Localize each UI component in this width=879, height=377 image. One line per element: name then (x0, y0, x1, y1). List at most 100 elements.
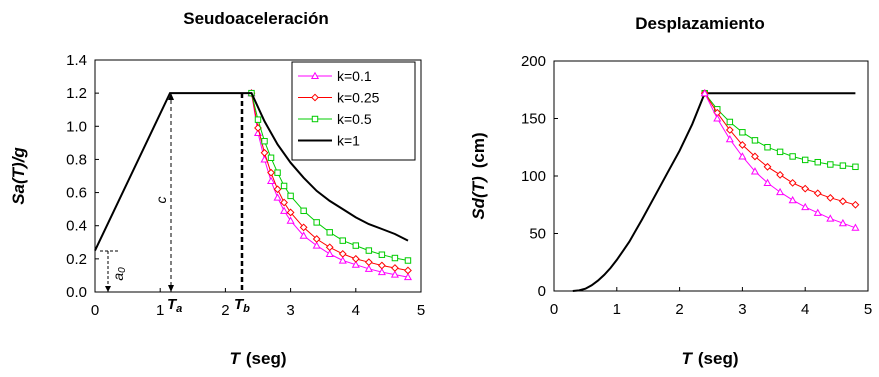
legend-label: k=1 (337, 133, 360, 149)
legend-swatch-marker (311, 115, 319, 123)
right-data-point (827, 161, 834, 168)
left-data-point (364, 258, 373, 267)
right-data-point (801, 156, 809, 164)
left-y-tick-label: 0.6 (66, 185, 87, 202)
right-data-point (814, 158, 821, 166)
legend-label: k=0.5 (337, 111, 372, 127)
left-x-axis-unit: (seg) (246, 349, 287, 368)
right-data-point (851, 223, 860, 231)
left-plot-frame (94, 59, 422, 293)
left-data-point (266, 176, 276, 185)
right-data-point (851, 200, 860, 209)
right-y-axis-unit: (cm) (469, 132, 488, 168)
left-x-tick-label: 5 (417, 302, 425, 319)
left-series-group (94, 88, 413, 281)
left-series-1 (247, 89, 412, 275)
right-data-point (801, 184, 810, 193)
left-data-point (391, 264, 399, 272)
left-data-point (261, 137, 268, 145)
legend-swatch-marker (311, 93, 319, 102)
left-x-axis-var: T (229, 349, 241, 368)
right-data-point (776, 148, 784, 156)
left-data-point (338, 256, 347, 264)
ta-label: Ta (167, 296, 182, 315)
left-x-tick-label: 2 (221, 302, 229, 319)
right-y-axis-label: Sd(T) (cm) (469, 132, 488, 219)
right-data-point (726, 118, 734, 126)
left-y-tick-label: 1.0 (66, 118, 87, 135)
left-series-line (94, 92, 409, 252)
left-data-point (312, 235, 321, 243)
right-y-axis-var: Sd(T) (469, 176, 488, 220)
c-label: c (153, 197, 169, 204)
left-y-tick-label: 0.4 (66, 218, 87, 235)
right-series-line (572, 92, 706, 292)
right-data-point (764, 144, 771, 151)
right-chart-title: Desplazamiento (635, 14, 764, 33)
right-data-point (826, 214, 835, 222)
right-y-tick-label: 50 (529, 226, 546, 243)
right-x-tick-label: 4 (801, 301, 809, 318)
right-series-3 (700, 89, 860, 209)
right-chart: Desplazamiento 0 50 100 150 200 0 1 2 3 4 5 Sd(T)… (469, 14, 872, 368)
left-data-point (351, 260, 360, 268)
right-data-point (776, 170, 784, 179)
left-data-point (286, 208, 295, 217)
right-y-tick-label: 0 (538, 283, 546, 300)
right-x-axis-unit: (seg) (698, 349, 739, 368)
left-data-point (326, 229, 333, 236)
left-data-point (280, 182, 288, 190)
right-data-point (700, 88, 709, 97)
right-data-point (826, 193, 835, 202)
right-series-group (572, 88, 860, 292)
left-data-point (404, 257, 412, 264)
left-series-line (251, 93, 409, 271)
left-x-axis-label: T (seg) (229, 349, 286, 368)
right-x-axis-var: T (681, 349, 693, 368)
right-series-2 (701, 89, 859, 171)
left-data-point (391, 254, 399, 262)
a0-arrow-icon (105, 286, 111, 292)
legend-item: k=1 (298, 133, 360, 149)
left-chart: Seudoaceleración 0.0 0.2 0.4 0.6 0.8 1.0 1.2 1.… (9, 9, 425, 368)
right-data-point (763, 162, 772, 171)
right-x-tick-label: 0 (550, 301, 558, 318)
right-x-tick-label: 3 (738, 301, 746, 318)
right-y-tick-label: 200 (521, 53, 546, 70)
right-data-point (739, 129, 746, 136)
left-data-point (280, 206, 289, 214)
left-data-point (378, 251, 386, 258)
right-x-axis-label: T (seg) (681, 349, 738, 368)
right-data-point (838, 197, 847, 206)
right-series-line (704, 92, 856, 229)
left-y-tick-label: 1.2 (66, 85, 87, 102)
left-data-point (365, 247, 373, 254)
right-data-point (813, 189, 822, 198)
legend-label: k=0.1 (337, 68, 372, 84)
right-data-point (776, 187, 785, 196)
left-data-point (312, 241, 321, 249)
right-data-point (789, 153, 796, 160)
left-data-point (274, 169, 281, 176)
left-data-point (351, 254, 360, 263)
right-x-tick-label: 5 (864, 301, 872, 318)
left-series-0 (247, 88, 413, 281)
right-data-point (751, 152, 759, 161)
right-data-point (788, 195, 797, 204)
left-data-point (377, 267, 386, 276)
legend-item: k=0.5 (298, 111, 372, 127)
right-y-tick-label: 100 (521, 168, 546, 185)
tb-label: Tb (234, 296, 250, 315)
right-data-point (838, 218, 847, 227)
left-data-point (286, 216, 295, 224)
right-data-point (738, 152, 747, 160)
legend: k=0.1 k=0.25 k=0.5 k=1 (291, 61, 416, 161)
left-data-point (364, 264, 373, 272)
right-x-ticks: 0 1 2 3 4 5 (550, 287, 872, 318)
right-y-ticks: 0 50 100 150 200 (521, 53, 558, 300)
left-data-point (338, 249, 347, 258)
left-data-point (287, 192, 294, 200)
left-y-tick-label: 0.2 (66, 251, 87, 268)
left-y-tick-label: 0.8 (66, 151, 87, 168)
